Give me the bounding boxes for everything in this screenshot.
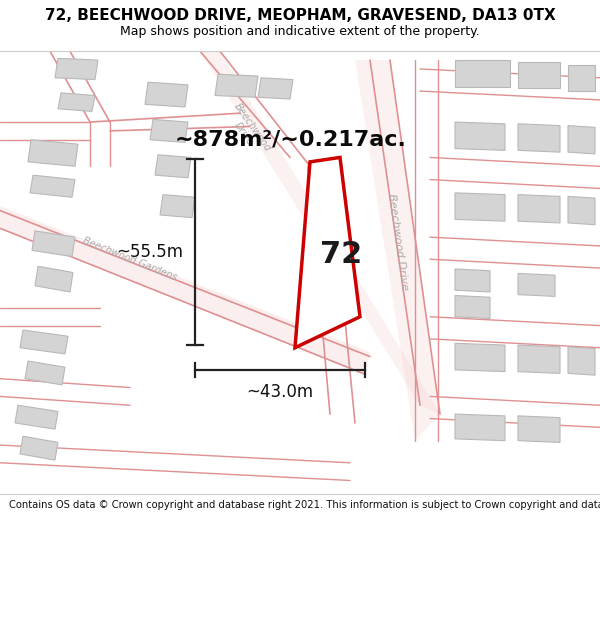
Text: ~55.5m: ~55.5m (116, 243, 183, 261)
Polygon shape (30, 175, 75, 198)
Polygon shape (200, 51, 440, 414)
Polygon shape (20, 330, 68, 354)
Polygon shape (455, 193, 505, 221)
Polygon shape (455, 122, 505, 151)
Polygon shape (518, 62, 560, 88)
Polygon shape (258, 78, 293, 99)
Polygon shape (150, 119, 188, 142)
Polygon shape (32, 231, 75, 257)
Polygon shape (35, 266, 73, 292)
Polygon shape (28, 140, 78, 166)
Polygon shape (455, 414, 505, 441)
Polygon shape (455, 269, 490, 292)
Polygon shape (145, 82, 188, 107)
Text: Beechwood Drive: Beechwood Drive (386, 192, 410, 291)
Polygon shape (568, 196, 595, 225)
Polygon shape (20, 436, 58, 460)
Polygon shape (518, 194, 560, 223)
Polygon shape (518, 345, 560, 373)
Polygon shape (25, 361, 65, 385)
Polygon shape (155, 155, 191, 178)
Text: 72: 72 (320, 240, 362, 269)
Polygon shape (568, 64, 595, 91)
Polygon shape (15, 405, 58, 429)
Polygon shape (58, 93, 95, 111)
Polygon shape (455, 343, 505, 372)
Polygon shape (355, 60, 440, 441)
Text: Contains OS data © Crown copyright and database right 2021. This information is : Contains OS data © Crown copyright and d… (9, 500, 600, 510)
Polygon shape (215, 74, 258, 98)
Text: Beechwood
Drive: Beechwood Drive (223, 102, 273, 160)
Text: Map shows position and indicative extent of the property.: Map shows position and indicative extent… (120, 25, 480, 38)
Polygon shape (518, 416, 560, 442)
Text: Beechwood Gardens: Beechwood Gardens (328, 191, 356, 292)
Text: Beechwood Gardens: Beechwood Gardens (82, 236, 179, 282)
Polygon shape (55, 58, 98, 79)
Polygon shape (455, 296, 490, 319)
Polygon shape (518, 273, 555, 296)
Polygon shape (0, 206, 370, 374)
Polygon shape (518, 124, 560, 152)
Polygon shape (568, 347, 595, 375)
Polygon shape (455, 60, 510, 87)
Text: 72, BEECHWOOD DRIVE, MEOPHAM, GRAVESEND, DA13 0TX: 72, BEECHWOOD DRIVE, MEOPHAM, GRAVESEND,… (44, 8, 556, 23)
Polygon shape (160, 194, 195, 218)
Text: ~878m²/~0.217ac.: ~878m²/~0.217ac. (175, 130, 407, 150)
Text: ~43.0m: ~43.0m (247, 383, 314, 401)
Polygon shape (568, 126, 595, 154)
Polygon shape (295, 158, 360, 348)
